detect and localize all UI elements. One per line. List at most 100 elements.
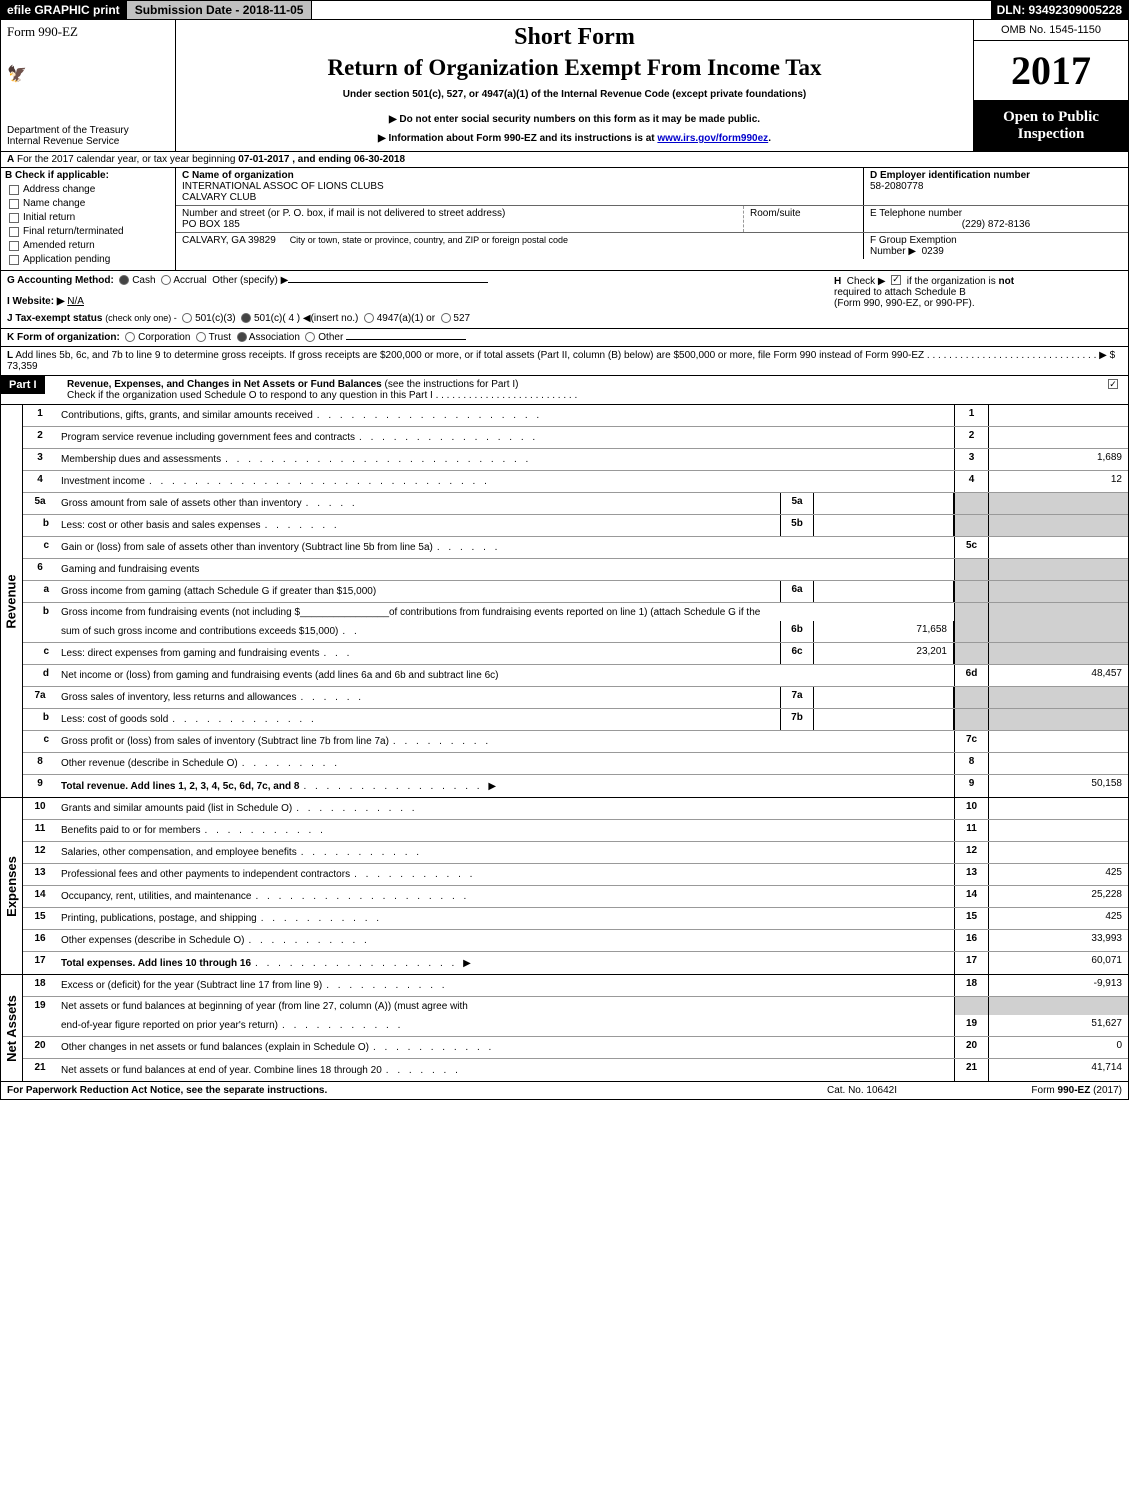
- line-14: 14 Occupancy, rent, utilities, and maint…: [23, 886, 1128, 908]
- line-5b: b Less: cost or other basis and sales ex…: [23, 515, 1128, 537]
- radio-527[interactable]: [441, 313, 451, 323]
- org-name-1: INTERNATIONAL ASSOC OF LIONS CLUBS: [182, 181, 857, 192]
- form-header: Form 990-EZ 🦅 Department of the Treasury…: [0, 20, 1129, 152]
- accounting-other-input[interactable]: [288, 282, 488, 283]
- line-6d: d Net income or (loss) from gaming and f…: [23, 665, 1128, 687]
- line-18-value: -9,913: [988, 975, 1128, 996]
- line-13: 13 Professional fees and other payments …: [23, 864, 1128, 886]
- label-l: L: [7, 350, 13, 361]
- footer-cat-no: Cat. No. 10642I: [762, 1085, 962, 1096]
- line-6b-value: 71,658: [814, 621, 954, 642]
- other-org-input[interactable]: [346, 339, 466, 340]
- org-name-2: CALVARY CLUB: [182, 192, 857, 203]
- line-19a: 19 Net assets or fund balances at beginn…: [23, 997, 1128, 1015]
- radio-corporation[interactable]: [125, 332, 135, 342]
- part1-table: Revenue 1 Contributions, gifts, grants, …: [0, 405, 1129, 1081]
- line-9: 9 Total revenue. Add lines 1, 2, 3, 4, 5…: [23, 775, 1128, 797]
- checkbox-initial-return[interactable]: [9, 213, 19, 223]
- line-6: 6 Gaming and fundraising events: [23, 559, 1128, 581]
- group-exemption-value: 0239: [922, 246, 944, 257]
- fundraising-blank[interactable]: ________________: [300, 607, 389, 618]
- line-20: 20 Other changes in net assets or fund b…: [23, 1037, 1128, 1059]
- line-4-value: 12: [988, 471, 1128, 492]
- line-11: 11 Benefits paid to or for members. . . …: [23, 820, 1128, 842]
- checkbox-final-return[interactable]: [9, 227, 19, 237]
- line-20-value: 0: [988, 1037, 1128, 1058]
- label-group-exemption: F Group Exemption: [870, 235, 957, 246]
- footer-paperwork-notice: For Paperwork Reduction Act Notice, see …: [7, 1085, 762, 1096]
- section-bcdef: B Check if applicable: Address change Na…: [0, 168, 1129, 271]
- section-ghij: G Accounting Method: Cash Accrual Other …: [0, 271, 1129, 329]
- label-group-number: Number ▶: [870, 246, 916, 257]
- subtitle: Under section 501(c), 527, or 4947(a)(1)…: [184, 89, 965, 100]
- line-10: 10 Grants and similar amounts paid (list…: [23, 798, 1128, 820]
- row-a-tax-year: A For the 2017 calendar year, or tax yea…: [0, 152, 1129, 168]
- line-17-value: 60,071: [988, 952, 1128, 974]
- phone-value: (229) 872-8136: [870, 219, 1122, 230]
- radio-accrual[interactable]: [161, 275, 171, 285]
- line-6b-b: sum of such gross income and contributio…: [23, 621, 1128, 643]
- line-6b-a: b Gross income from fundraising events (…: [23, 603, 1128, 621]
- line-5c: c Gain or (loss) from sale of assets oth…: [23, 537, 1128, 559]
- title-main: Return of Organization Exempt From Incom…: [184, 55, 965, 81]
- note-info: ▶ Information about Form 990-EZ and its …: [184, 133, 965, 144]
- checkbox-name-change[interactable]: [9, 199, 19, 209]
- line-5a: 5a Gross amount from sale of assets othe…: [23, 493, 1128, 515]
- column-b-checkboxes: B Check if applicable: Address change Na…: [1, 168, 176, 270]
- label-phone: E Telephone number: [870, 208, 1122, 219]
- form-number: 990-EZ: [38, 24, 78, 39]
- line-15-value: 425: [988, 908, 1128, 929]
- line-14-value: 25,228: [988, 886, 1128, 907]
- line-21: 21 Net assets or fund balances at end of…: [23, 1059, 1128, 1081]
- line-13-value: 425: [988, 864, 1128, 885]
- checkbox-schedule-b-not-required[interactable]: [891, 275, 901, 285]
- sidebar-expenses: Expenses: [1, 798, 23, 974]
- radio-501c[interactable]: [241, 313, 251, 323]
- line-21-value: 41,714: [988, 1059, 1128, 1081]
- checkbox-address-change[interactable]: [9, 185, 19, 195]
- line-7c: c Gross profit or (loss) from sales of i…: [23, 731, 1128, 753]
- line-16-value: 33,993: [988, 930, 1128, 951]
- footer-form-ref: Form 990-EZ (2017): [962, 1085, 1122, 1096]
- label-city: City or town, state or province, country…: [290, 235, 568, 245]
- efile-print-label[interactable]: efile GRAPHIC print: [1, 1, 126, 19]
- radio-other-org[interactable]: [305, 332, 315, 342]
- line-8: 8 Other revenue (describe in Schedule O)…: [23, 753, 1128, 775]
- submission-date: Submission Date - 2018-11-05: [126, 1, 313, 19]
- form-prefix: Form: [7, 24, 35, 39]
- line-18: 18 Excess or (deficit) for the year (Sub…: [23, 975, 1128, 997]
- label-tax-exempt: J Tax-exempt status: [7, 313, 102, 324]
- checkbox-amended-return[interactable]: [9, 241, 19, 251]
- radio-trust[interactable]: [196, 332, 206, 342]
- line-4: 4 Investment income. . . . . . . . . . .…: [23, 471, 1128, 493]
- line-6a: a Gross income from gaming (attach Sched…: [23, 581, 1128, 603]
- part1-header-row: Part I Revenue, Expenses, and Changes in…: [0, 376, 1129, 405]
- topbar: efile GRAPHIC print Submission Date - 20…: [0, 0, 1129, 20]
- label-org-name: C Name of organization: [182, 170, 857, 181]
- line-19-value: 51,627: [988, 1015, 1128, 1036]
- line-12: 12 Salaries, other compensation, and emp…: [23, 842, 1128, 864]
- title-short-form: Short Form: [184, 24, 965, 51]
- radio-501c3[interactable]: [182, 313, 192, 323]
- dept-treasury: Department of the Treasury: [7, 125, 169, 136]
- checkbox-schedule-o-part1[interactable]: [1108, 379, 1118, 389]
- checkbox-application-pending[interactable]: [9, 255, 19, 265]
- open-to-public: Open to Public Inspection: [974, 100, 1128, 151]
- label-form-org: K Form of organization:: [7, 332, 120, 343]
- label-ein: D Employer identification number: [870, 170, 1122, 181]
- radio-cash[interactable]: [119, 275, 129, 285]
- radio-4947a1[interactable]: [364, 313, 374, 323]
- line-6d-value: 48,457: [988, 665, 1128, 686]
- dln-number: DLN: 93492309005228: [991, 1, 1128, 19]
- treasury-seal-icon: 🦅: [7, 64, 169, 84]
- label-website: I Website: ▶: [7, 296, 65, 307]
- line-7b: b Less: cost of goods sold. . . . . . . …: [23, 709, 1128, 731]
- line-16: 16 Other expenses (describe in Schedule …: [23, 930, 1128, 952]
- line-19b: end-of-year figure reported on prior yea…: [23, 1015, 1128, 1037]
- ein-value: 58-2080778: [870, 181, 1122, 192]
- label-address: Number and street (or P. O. box, if mail…: [182, 208, 737, 219]
- radio-association[interactable]: [237, 332, 247, 342]
- label-accounting-method: G Accounting Method:: [7, 275, 114, 286]
- form990ez-link[interactable]: www.irs.gov/form990ez: [657, 133, 768, 144]
- room-suite-label: Room/suite: [743, 206, 863, 232]
